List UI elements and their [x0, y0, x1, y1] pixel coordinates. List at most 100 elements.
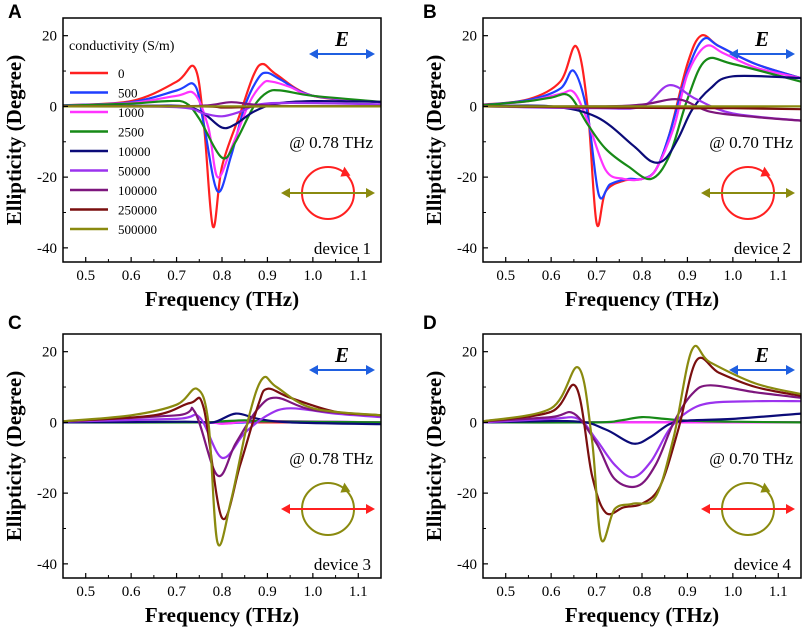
y-tick-label: 20	[462, 29, 477, 45]
e-field-arrow-head-left	[309, 49, 318, 59]
series-line-50000	[483, 84, 801, 122]
x-tick-label: 0.7	[587, 584, 606, 600]
series-line-2500	[483, 415, 801, 424]
x-tick-label: 0.7	[167, 584, 186, 600]
e-field-arrow-head-left	[729, 49, 738, 59]
x-tick-label: 0.5	[496, 268, 515, 284]
series-line-100000	[483, 384, 801, 489]
y-tick-label: 20	[42, 345, 57, 361]
series-line-10000	[63, 412, 381, 426]
legend-entry-10000: 10000	[118, 144, 151, 159]
series-group	[63, 62, 381, 229]
series-line-2500	[63, 88, 381, 160]
polarization-line-head-right	[786, 504, 795, 514]
series-group	[63, 375, 381, 547]
panel-letter: D	[423, 313, 437, 334]
x-tick-label: 0.7	[587, 268, 606, 284]
x-tick-label: 0.9	[258, 584, 277, 600]
device-label: device 3	[314, 555, 371, 574]
y-axis-title: Ellipticity (Degree)	[2, 55, 26, 225]
x-tick-label: 1.1	[349, 268, 368, 284]
e-field-arrow-head-left	[309, 365, 318, 375]
e-field-arrow-head-right	[366, 365, 375, 375]
y-axis-title: Ellipticity (Degree)	[422, 371, 446, 541]
x-tick-label: 1.0	[723, 584, 742, 600]
series-line-50000	[483, 399, 801, 479]
e-field-arrow-head-right	[366, 49, 375, 59]
y-tick-label: -20	[37, 486, 57, 502]
x-tick-label: 0.9	[678, 584, 697, 600]
device-label: device 2	[734, 239, 791, 258]
series-group	[483, 344, 801, 543]
legend-entry-2500: 2500	[118, 125, 144, 140]
x-tick-label: 1.0	[303, 584, 322, 600]
y-axis-title: Ellipticity (Degree)	[422, 55, 446, 225]
polarization-line-head-left	[281, 188, 290, 198]
legend-entry-500: 500	[118, 86, 138, 101]
y-tick-label: -40	[37, 557, 57, 573]
series-group	[483, 34, 801, 228]
x-tick-label: 0.9	[678, 268, 697, 284]
x-tick-label: 0.6	[122, 584, 141, 600]
panel-a: A 0.5 0.6 0.7 0.8 0.9 1.0 1.1 20 0 -20 -40 Frequency…	[2, 2, 382, 311]
x-tick-label: 0.5	[496, 584, 515, 600]
y-axis-title: Ellipticity (Degree)	[2, 371, 26, 541]
legend: conductivity (S/m) 0 500 1000 2500 10000 50000…	[69, 39, 175, 237]
series-line-100000	[483, 98, 801, 122]
series-line-500	[483, 36, 801, 200]
x-tick-label: 1.1	[769, 268, 788, 284]
e-field-label: E	[334, 27, 349, 51]
series-line-500	[63, 71, 381, 193]
frequency-annotation: @ 0.78 THz	[289, 449, 373, 468]
y-tick-label: -40	[37, 241, 57, 257]
series-line-500000	[483, 344, 801, 543]
e-field-arrow-head-right	[786, 49, 795, 59]
x-tick-label: 0.6	[122, 268, 141, 284]
y-tick-label: 20	[42, 29, 57, 45]
y-tick-label: -20	[37, 170, 57, 186]
x-tick-label: 0.7	[167, 268, 186, 284]
device-label: device 1	[314, 239, 371, 258]
e-field-label: E	[334, 343, 349, 367]
polarization-line-head-right	[366, 504, 375, 514]
x-tick-label: 0.9	[258, 268, 277, 284]
x-tick-label: 1.1	[769, 584, 788, 600]
y-tick-label: -40	[457, 557, 477, 573]
panel-letter: A	[8, 2, 22, 23]
e-field-label: E	[754, 343, 769, 367]
legend-entry-500000: 500000	[118, 222, 157, 237]
polarization-line-head-left	[701, 188, 710, 198]
x-axis-title: Frequency (THz)	[145, 287, 299, 311]
x-tick-label: 0.8	[633, 268, 652, 284]
frequency-annotation: @ 0.70 THz	[709, 133, 793, 152]
polarization-circle-arrow	[760, 166, 771, 177]
x-axis-title: Frequency (THz)	[565, 287, 719, 311]
frequency-annotation: @ 0.78 THz	[289, 133, 373, 152]
series-line-10000	[483, 412, 801, 445]
series-line-1000	[483, 44, 801, 182]
y-tick-label: 0	[50, 99, 58, 115]
legend-entry-250000: 250000	[118, 203, 157, 218]
panel-d: D 0.5 0.6 0.7 0.8 0.9 1.0 1.1 20 0 -20 -40 Frequency…	[422, 313, 802, 627]
panel-letter: B	[423, 2, 437, 23]
polarization-circle-arrow	[760, 482, 771, 493]
x-tick-label: 0.8	[213, 268, 232, 284]
polarization-line-head-right	[366, 188, 375, 198]
x-tick-label: 1.1	[349, 584, 368, 600]
x-tick-label: 0.8	[633, 584, 652, 600]
x-tick-label: 0.8	[213, 584, 232, 600]
polarization-line-head-right	[786, 188, 795, 198]
x-tick-label: 0.5	[76, 584, 95, 600]
panel-c: C 0.5 0.6 0.7 0.8 0.9 1.0 1.1 20 0 -20 -40 Frequency…	[2, 313, 382, 627]
series-line-2500	[483, 56, 801, 181]
y-tick-label: 0	[470, 415, 478, 431]
legend-title: conductivity (S/m)	[69, 39, 175, 54]
legend-entry-1000: 1000	[118, 105, 144, 120]
x-tick-label: 1.0	[723, 268, 742, 284]
polarization-line-head-left	[701, 504, 710, 514]
legend-entry-100000: 100000	[118, 183, 157, 198]
y-tick-label: -20	[457, 170, 477, 186]
y-tick-label: -20	[457, 486, 477, 502]
x-tick-label: 1.0	[303, 268, 322, 284]
